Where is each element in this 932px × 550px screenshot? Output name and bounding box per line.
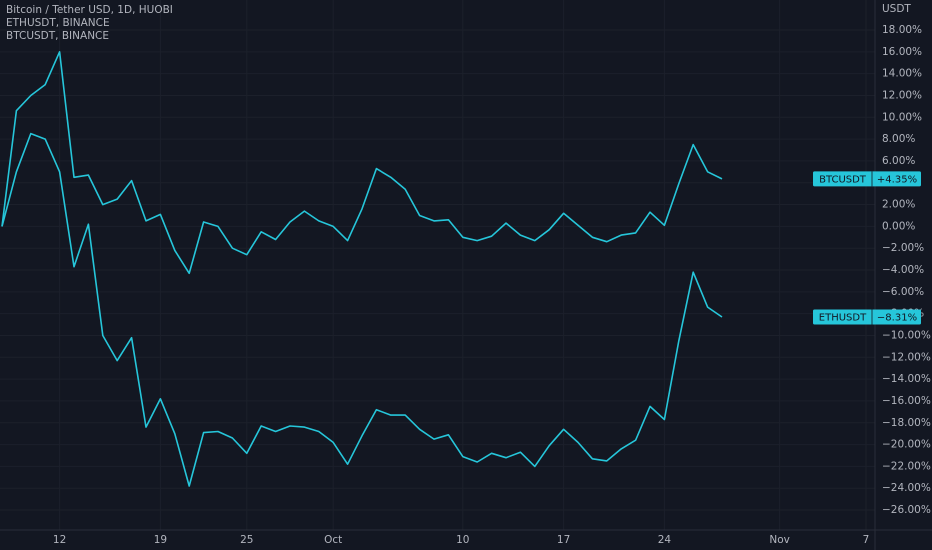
y-tick-label: −14.00%	[882, 373, 931, 385]
y-tick-label: −20.00%	[882, 439, 931, 451]
price-tag-name: ETHUSDT	[819, 313, 867, 324]
y-tick-label: −18.00%	[882, 417, 931, 429]
price-tag-value: +4.35%	[877, 174, 917, 185]
y-tick-label: −22.00%	[882, 460, 931, 472]
x-tick-label: Nov	[769, 534, 790, 546]
x-tick-label: 19	[154, 534, 167, 546]
x-tick-label: 7	[863, 534, 870, 546]
y-tick-label: −6.00%	[882, 286, 924, 298]
y-tick-label: 0.00%	[882, 220, 915, 232]
legend-entry: BTCUSDT, BINANCE	[6, 30, 109, 42]
y-tick-label: −24.00%	[882, 482, 931, 494]
y-tick-label: 14.00%	[882, 68, 922, 80]
price-tag-value: −8.31%	[877, 313, 917, 324]
price-tag	[813, 171, 921, 187]
y-tick-label: 10.00%	[882, 111, 922, 123]
y-tick-label: −10.00%	[882, 329, 931, 341]
y-tick-label: 8.00%	[882, 133, 915, 145]
y-tick-label: −16.00%	[882, 395, 931, 407]
plot	[1, 51, 723, 487]
x-tick-label: Oct	[324, 534, 342, 546]
price-tag-name: BTCUSDT	[819, 174, 867, 185]
series-line	[1, 51, 723, 275]
x-tick-label: 12	[53, 534, 66, 546]
y-tick-label: −4.00%	[882, 264, 924, 276]
x-tick-label: 25	[240, 534, 253, 546]
y-axis-label: USDT	[882, 3, 911, 15]
series-line	[1, 132, 723, 487]
grid	[0, 0, 875, 530]
x-tick-label: 24	[658, 534, 672, 546]
y-tick-label: 12.00%	[882, 89, 922, 101]
price-tag	[813, 309, 921, 325]
x-tick-label: 17	[557, 534, 570, 546]
y-tick-label: −26.00%	[882, 504, 931, 516]
y-tick-label: −2.00%	[882, 242, 924, 254]
y-tick-label: 2.00%	[882, 199, 915, 211]
chart-title: Bitcoin / Tether USD, 1D, HUOBI	[6, 4, 173, 16]
y-tick-label: −12.00%	[882, 351, 931, 363]
legend-entry: ETHUSDT, BINANCE	[6, 17, 110, 29]
y-tick-label: 16.00%	[882, 46, 922, 58]
y-tick-label: 18.00%	[882, 24, 922, 36]
y-tick-label: 6.00%	[882, 155, 915, 167]
x-tick-label: 10	[456, 534, 469, 546]
